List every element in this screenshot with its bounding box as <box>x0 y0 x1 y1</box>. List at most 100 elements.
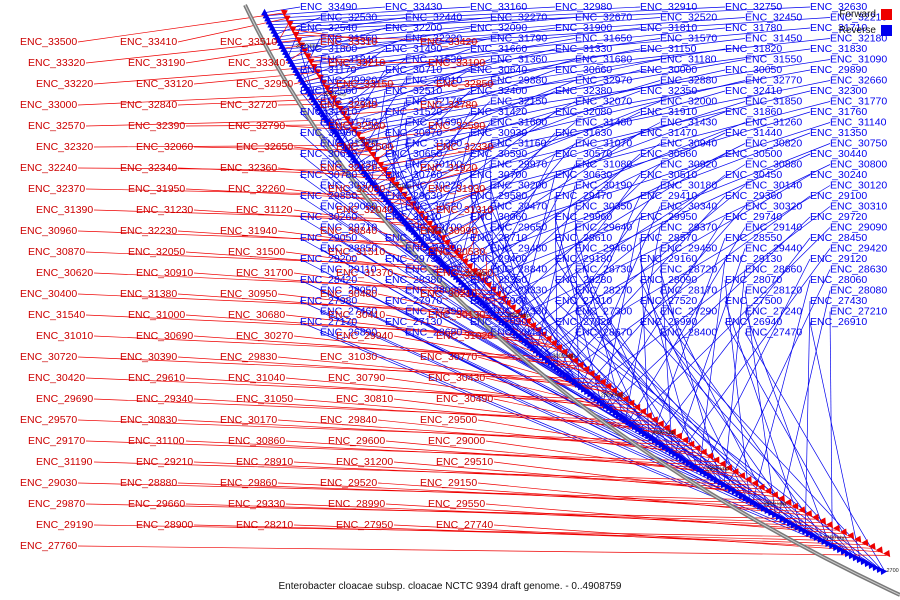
tick-label: 2800 kbp <box>764 502 787 508</box>
forward-gene-mark <box>421 215 429 223</box>
reverse-gene-mark <box>848 552 856 560</box>
reverse-leader-line <box>365 80 746 172</box>
reverse-gene-mark <box>880 567 888 575</box>
gene-label-forward: ENC_30170 <box>220 414 277 426</box>
gene-label-reverse: ENC_31090 <box>830 54 887 66</box>
reverse-gene-mark <box>856 556 864 564</box>
forward-leader-line <box>77 545 887 556</box>
forward-gene-mark <box>639 408 646 416</box>
gene-label-reverse: ENC_29080 <box>405 264 462 276</box>
tick-label: 2900 kbp <box>652 430 675 436</box>
gene-label-forward: ENC_28910 <box>236 456 293 468</box>
reverse-leader-line <box>274 6 726 29</box>
gene-label-reverse: ENC_30610 <box>300 148 357 160</box>
reverse-leader-line <box>427 122 661 245</box>
reverse-leader-line <box>299 27 811 74</box>
reverse-gene-mark <box>685 459 693 467</box>
gene-label-reverse: ENC_31480 <box>575 117 632 129</box>
reverse-leader-line <box>659 311 825 540</box>
gene-label-forward: ENC_32240 <box>20 162 77 174</box>
forward-leader-line <box>93 144 365 148</box>
gene-label-forward: ENC_31920 <box>420 162 477 174</box>
forward-gene-mark <box>310 63 318 71</box>
gene-label-reverse: ENC_30000 <box>640 64 697 76</box>
forward-leader-line <box>356 125 387 136</box>
forward-gene-mark <box>633 404 641 412</box>
forward-leader-line <box>477 482 809 516</box>
forward-gene-mark <box>791 502 799 510</box>
reverse-gene-mark <box>771 511 779 519</box>
forward-leader-line <box>377 293 533 328</box>
reverse-leader-line <box>391 101 576 205</box>
forward-leader-line <box>377 356 614 393</box>
kbp-tick-labels: 3350 kbp 3300 kbp 3250 kbp 3200 kbp 3150 kbp… <box>296 44 900 574</box>
reverse-leader-line <box>467 143 831 287</box>
forward-gene-mark <box>452 249 460 257</box>
gene-label-reverse: ENC_30710 <box>385 64 442 76</box>
gene-label-reverse: ENC_32000 <box>660 96 717 108</box>
forward-gene-mark <box>571 357 579 365</box>
reverse-leader-line <box>678 248 831 455</box>
reverse-leader-line <box>489 332 872 564</box>
forward-gene-mark <box>621 395 629 403</box>
gene-label-reverse: ENC_31680 <box>575 54 632 66</box>
gene-label-reverse: ENC_30140 <box>745 180 802 192</box>
reverse-gene-mark <box>852 554 860 562</box>
forward-gene-mark <box>593 374 601 382</box>
gene-label-reverse: ENC_27470 <box>745 327 802 339</box>
forward-leader-line <box>325 83 495 89</box>
forward-gene-mark <box>404 196 412 204</box>
reverse-leader-line <box>404 164 493 310</box>
forward-gene-mark <box>461 258 469 266</box>
gene-label-reverse: ENC_28660 <box>745 264 802 276</box>
forward-gene-mark <box>350 126 358 134</box>
gene-label-reverse: ENC_29400 <box>470 253 527 265</box>
gene-label-forward: ENC_30620 <box>36 267 93 279</box>
gene-label-reverse: ENC_31830 <box>810 43 867 55</box>
reverse-leader-line <box>297 27 726 71</box>
gene-label-reverse: ENC_30930 <box>470 127 527 139</box>
gene-label-reverse: ENC_30310 <box>830 201 887 213</box>
gene-label-forward: ENC_32840 <box>120 99 177 111</box>
forward-leader-line <box>377 230 460 259</box>
reverse-gene-mark <box>615 411 623 419</box>
reverse-gene-mark <box>876 565 884 573</box>
forward-leader-line <box>285 251 479 278</box>
reverse-gene-mark <box>596 397 604 405</box>
forward-gene-mark <box>784 498 792 507</box>
gene-label-reverse: ENC_29890 <box>810 64 867 76</box>
gene-label-forward: ENC_31500 <box>228 246 285 258</box>
reverse-leader-line <box>702 258 811 471</box>
gene-label-reverse: ENC_30450 <box>725 169 782 181</box>
reverse-leader-line <box>744 332 885 570</box>
reverse-leader-line <box>373 90 471 183</box>
forward-gene-mark <box>687 440 695 448</box>
forward-gene-mark <box>883 550 891 558</box>
gene-label-reverse: ENC_31760 <box>810 106 867 118</box>
gene-label-reverse: ENC_27170 <box>300 316 357 328</box>
forward-gene-mark <box>847 532 855 540</box>
gene-label-forward: ENC_33510 <box>220 36 277 48</box>
gene-label-reverse: ENC_29580 <box>470 190 527 202</box>
forward-leader-line <box>293 461 762 490</box>
gene-label-reverse: ENC_29360 <box>725 190 782 202</box>
reverse-leader-line <box>639 237 650 435</box>
gene-label-reverse: ENC_28030 <box>405 285 462 297</box>
forward-leader-line <box>309 61 487 64</box>
forward-gene-mark <box>292 31 300 39</box>
reverse-leader-line <box>441 132 556 261</box>
gene-label-reverse: ENC_27240 <box>745 306 802 318</box>
forward-gene-mark <box>771 491 779 499</box>
reverse-leader-line <box>359 80 491 163</box>
reverse-gene-mark <box>731 487 739 495</box>
gene-label-reverse: ENC_31080 <box>575 159 632 171</box>
gene-label-reverse: ENC_29470 <box>555 190 612 202</box>
gene-label-forward: ENC_30420 <box>28 372 85 384</box>
gene-label-reverse: ENC_30570 <box>555 148 612 160</box>
forward-leader-line <box>493 524 880 553</box>
reverse-leader-line <box>302 38 406 79</box>
reverse-leader-line <box>563 195 726 372</box>
gene-label-reverse: ENC_28380 <box>385 274 442 286</box>
gene-label-reverse: ENC_32400 <box>470 85 527 97</box>
